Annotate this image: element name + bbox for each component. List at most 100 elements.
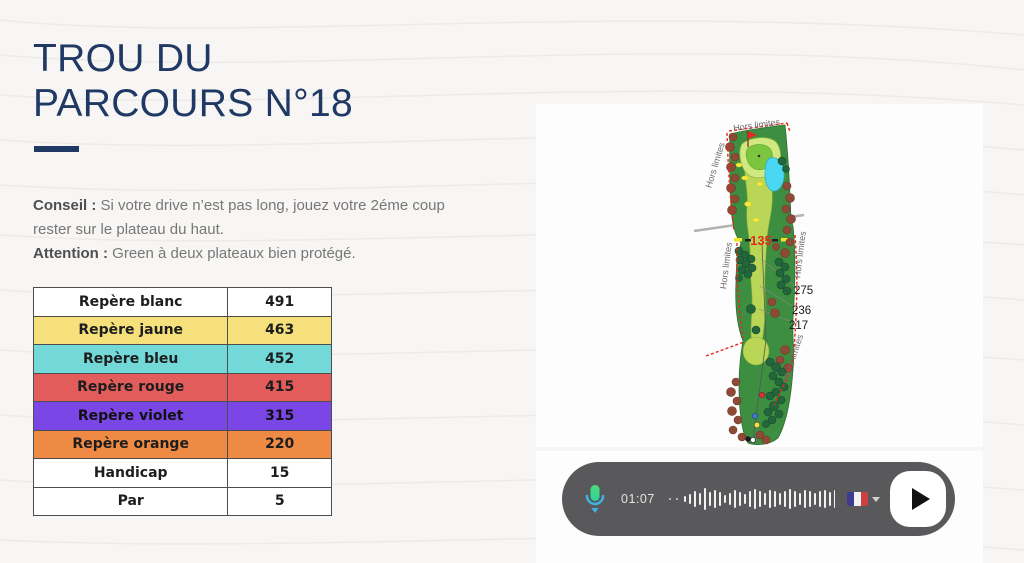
waveform-bar xyxy=(798,493,802,505)
flag-pin xyxy=(747,131,757,147)
waveform-bar xyxy=(778,493,782,505)
table-row: Repère blanc 491 xyxy=(32,287,332,317)
tee-value: 15 xyxy=(227,458,332,488)
fairway-landing-oval xyxy=(742,336,770,366)
tee-black xyxy=(745,436,751,442)
tee-label: Repère rouge xyxy=(32,372,229,402)
hole-map-illustration: 135 xyxy=(693,117,813,445)
distance-label-275: 275 xyxy=(794,285,813,297)
tee-blue xyxy=(751,412,759,420)
advice-paragraph: Conseil : Si votre drive n’est pas long,… xyxy=(33,194,485,266)
tee-label: Par xyxy=(32,486,229,516)
waveform-dot xyxy=(675,497,679,501)
conseil-label: Conseil : xyxy=(33,197,97,214)
tee-label: Repère orange xyxy=(32,429,229,459)
dark-green-trees xyxy=(734,156,792,428)
waveform-bar xyxy=(743,494,747,504)
waveform-dot xyxy=(668,497,672,501)
tee-red xyxy=(758,391,766,399)
tee-label: Repère bleu xyxy=(32,344,229,374)
waveform-bar xyxy=(683,496,687,502)
waveform-bar xyxy=(828,492,832,506)
waveform-bar xyxy=(693,491,697,507)
french-flag-icon xyxy=(847,492,868,506)
attention-label: Attention : xyxy=(33,245,108,262)
waveform-bar xyxy=(708,492,712,506)
audio-player: 01:07 xyxy=(562,462,955,536)
out-of-bounds-lines xyxy=(705,122,798,406)
distance-label-217: 217 xyxy=(789,320,808,332)
tee-label: Repère blanc xyxy=(32,287,229,317)
tee-label: Repère violet xyxy=(32,401,229,431)
waveform-bar xyxy=(833,490,835,508)
hors-limites-label-left-mid: Hors limites xyxy=(718,241,734,289)
conseil-text: Si votre drive n’est pas long, jouez vot… xyxy=(33,197,445,238)
waveform[interactable] xyxy=(668,479,835,519)
waveform-bar xyxy=(788,489,792,509)
tee-label: Repère jaune xyxy=(32,315,229,345)
tee-yellow xyxy=(753,421,761,429)
tee-value: 220 xyxy=(227,429,332,459)
tee-value: 491 xyxy=(227,287,332,317)
page-title-line2: PARCOURS N°18 xyxy=(33,82,354,125)
waveform-bar xyxy=(738,492,742,506)
table-row: Handicap 15 xyxy=(32,458,332,488)
waveform-bar xyxy=(688,494,692,504)
waveform-bar xyxy=(748,491,752,507)
waveform-bar xyxy=(763,493,767,505)
tee-value: 5 xyxy=(227,486,332,516)
tee-value: 452 xyxy=(227,344,332,374)
waveform-bar xyxy=(808,491,812,507)
advice-line-conseil: Conseil : Si votre drive n’est pas long,… xyxy=(33,194,485,242)
waveform-bar xyxy=(768,490,772,508)
audio-player-card: 01:07 xyxy=(536,451,983,563)
mid-distance-label: 135 xyxy=(750,233,772,248)
waveform-bar xyxy=(793,491,797,507)
hole-cup xyxy=(757,154,761,158)
bunkers xyxy=(735,162,764,223)
microphone-icon xyxy=(585,485,605,513)
page-title: TROU DU PARCOURS N°18 xyxy=(33,36,353,126)
mid-distance-marker: 135 xyxy=(734,233,789,248)
table-row: Par 5 xyxy=(32,486,332,516)
tee-white xyxy=(749,436,756,443)
chevron-down-icon xyxy=(872,496,880,502)
title-underline xyxy=(34,146,79,152)
waveform-bar xyxy=(723,495,727,503)
tee-value: 415 xyxy=(227,372,332,402)
waveform-bar xyxy=(703,488,707,510)
table-row: Repère bleu 452 xyxy=(32,344,332,374)
waveform-bar xyxy=(803,490,807,508)
advice-line-attention: Attention : Green à deux plateaux bien p… xyxy=(33,242,485,266)
waveform-bar xyxy=(713,490,717,508)
table-row: Repère violet 315 xyxy=(32,401,332,431)
waveform-bar xyxy=(823,490,827,508)
waveform-bar xyxy=(813,493,817,505)
measuring-line xyxy=(752,243,767,441)
distance-label-236: 236 xyxy=(792,305,811,317)
hole-map-card: 135 xyxy=(536,104,983,447)
tee-value: 463 xyxy=(227,315,332,345)
page-title-line1: TROU DU xyxy=(33,37,213,80)
waveform-bar xyxy=(773,491,777,507)
waveform-bar xyxy=(718,492,722,506)
play-button[interactable] xyxy=(890,471,946,527)
waveform-bar xyxy=(753,489,757,509)
tee-distance-table: Repère blanc 491 Repère jaune 463 Repère b… xyxy=(32,287,332,516)
maroon-trees xyxy=(725,132,796,445)
waveform-bar xyxy=(818,491,822,507)
table-row: Repère orange 220 xyxy=(32,429,332,459)
waveform-bar xyxy=(698,493,702,505)
language-selector[interactable] xyxy=(847,492,880,506)
waveform-bar xyxy=(728,493,732,505)
hors-limites-label-left-top: Hors limites xyxy=(703,141,726,189)
waveform-bar xyxy=(758,491,762,507)
tee-label: Handicap xyxy=(32,458,229,488)
table-row: Repère jaune 463 xyxy=(32,315,332,345)
waveform-bar xyxy=(783,491,787,507)
audio-time: 01:07 xyxy=(621,492,655,506)
attention-text: Green à deux plateaux bien protégé. xyxy=(107,245,356,262)
play-icon xyxy=(911,488,930,510)
tee-markers xyxy=(745,391,766,443)
